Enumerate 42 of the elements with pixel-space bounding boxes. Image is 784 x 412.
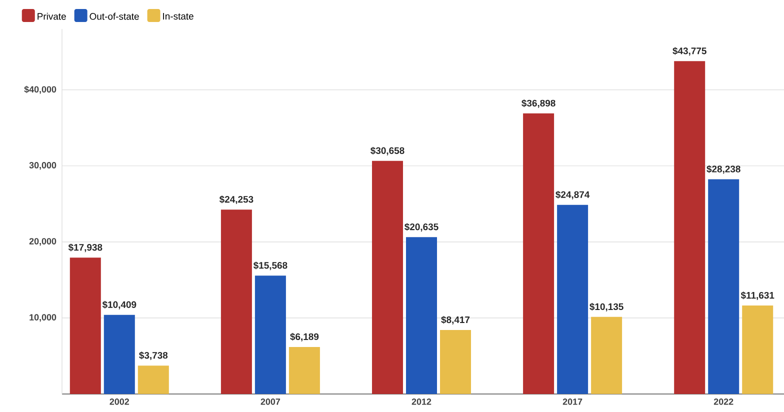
data-label: $30,658 <box>370 146 404 156</box>
y-tick-label: 30,000 <box>29 162 56 170</box>
data-label: $24,253 <box>219 196 254 204</box>
y-tick-label: 20,000 <box>29 238 56 246</box>
bar <box>523 113 554 394</box>
data-label: $8,417 <box>441 316 470 324</box>
legend-label: Private <box>38 12 66 20</box>
bar <box>557 204 588 394</box>
x-tick-label: 2002 <box>110 398 130 405</box>
x-tick-label: 2012 <box>412 398 432 405</box>
bar <box>742 306 774 394</box>
bar <box>440 330 471 394</box>
data-label: $36,898 <box>522 99 556 108</box>
y-tick-label: 10,000 <box>30 314 56 322</box>
bar <box>372 160 403 394</box>
bar <box>591 316 622 394</box>
data-label: $6,189 <box>290 332 319 342</box>
data-label: $11,631 <box>740 292 774 300</box>
bar <box>254 276 286 394</box>
bar <box>104 314 135 394</box>
bar <box>708 179 740 394</box>
data-label: $24,874 <box>556 190 590 200</box>
bar <box>138 366 169 394</box>
bar <box>70 258 101 394</box>
data-label: $17,938 <box>68 244 102 252</box>
data-label: $10,135 <box>590 302 624 312</box>
bar <box>406 237 437 394</box>
x-tick-label: 2022 <box>714 398 734 405</box>
x-tick-label: 2017 <box>562 398 582 405</box>
y-tick-label: $40,000 <box>24 86 56 94</box>
x-tick-label: 2007 <box>260 398 280 405</box>
data-label: $3,738 <box>139 352 168 360</box>
data-label: $28,238 <box>706 165 740 174</box>
bar <box>674 61 706 394</box>
data-label: $43,775 <box>672 47 706 56</box>
data-label: $10,409 <box>102 300 136 310</box>
bar <box>220 210 252 394</box>
data-label: $15,568 <box>253 262 288 270</box>
bar <box>288 346 320 394</box>
legend-label: In-state <box>163 12 194 20</box>
legend-label: Out-of-state <box>90 12 139 20</box>
data-label: $20,635 <box>404 223 438 232</box>
